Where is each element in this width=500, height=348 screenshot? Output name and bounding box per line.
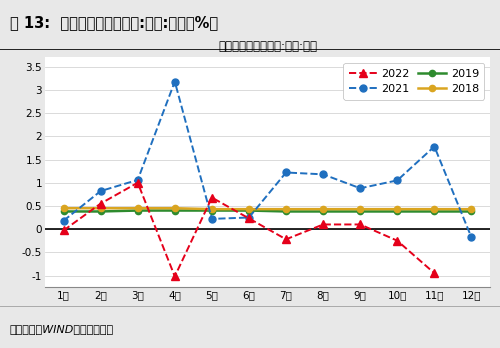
2022 xyxy=(320,222,326,227)
Line: 2022: 2022 xyxy=(60,179,438,280)
2019 xyxy=(134,208,140,213)
2019 xyxy=(172,208,178,213)
2021 xyxy=(172,79,178,84)
2022 xyxy=(394,239,400,243)
2022 xyxy=(357,222,363,227)
2019 xyxy=(320,209,326,214)
2018 xyxy=(394,207,400,211)
2021 xyxy=(394,178,400,182)
2021 xyxy=(246,215,252,220)
2019 xyxy=(283,209,289,214)
2021 xyxy=(134,178,140,182)
2022 xyxy=(98,201,103,206)
2021 xyxy=(209,217,215,221)
2021 xyxy=(60,219,66,223)
2018 xyxy=(432,207,438,211)
2018 xyxy=(320,207,326,211)
Text: 资料来源：WIND，财信研究院: 资料来源：WIND，财信研究院 xyxy=(10,324,114,334)
2019 xyxy=(98,209,103,214)
2018 xyxy=(468,207,474,211)
2022 xyxy=(134,181,140,185)
2019 xyxy=(468,209,474,214)
Line: 2018: 2018 xyxy=(60,205,474,212)
Line: 2019: 2019 xyxy=(60,207,474,215)
2018 xyxy=(60,206,66,210)
2022 xyxy=(209,196,215,200)
2018 xyxy=(134,206,140,210)
2018 xyxy=(283,207,289,211)
2018 xyxy=(98,206,103,210)
2019 xyxy=(432,209,438,214)
2022 xyxy=(172,274,178,278)
2021 xyxy=(357,186,363,190)
2022 xyxy=(432,271,438,275)
2021 xyxy=(432,144,438,149)
2018 xyxy=(246,207,252,211)
2019 xyxy=(357,209,363,214)
2018 xyxy=(209,207,215,211)
2022 xyxy=(283,237,289,242)
2021 xyxy=(283,171,289,175)
2018 xyxy=(172,206,178,210)
2018 xyxy=(357,207,363,211)
2022 xyxy=(246,216,252,221)
2019 xyxy=(246,208,252,213)
Title: 固定资产投资完成额:环比:季调: 固定资产投资完成额:环比:季调 xyxy=(218,40,317,54)
2021 xyxy=(320,172,326,176)
2021 xyxy=(98,189,103,193)
2019 xyxy=(60,209,66,214)
2022 xyxy=(60,228,66,232)
2019 xyxy=(209,208,215,213)
2019 xyxy=(394,209,400,214)
Line: 2021: 2021 xyxy=(60,78,475,241)
Legend: 2022, 2021, 2019, 2018: 2022, 2021, 2019, 2018 xyxy=(344,63,484,100)
Text: 图 13:  固定资产投资完成额:环比:季调（%）: 图 13: 固定资产投资完成额:环比:季调（%） xyxy=(10,15,218,30)
2021 xyxy=(468,235,474,239)
